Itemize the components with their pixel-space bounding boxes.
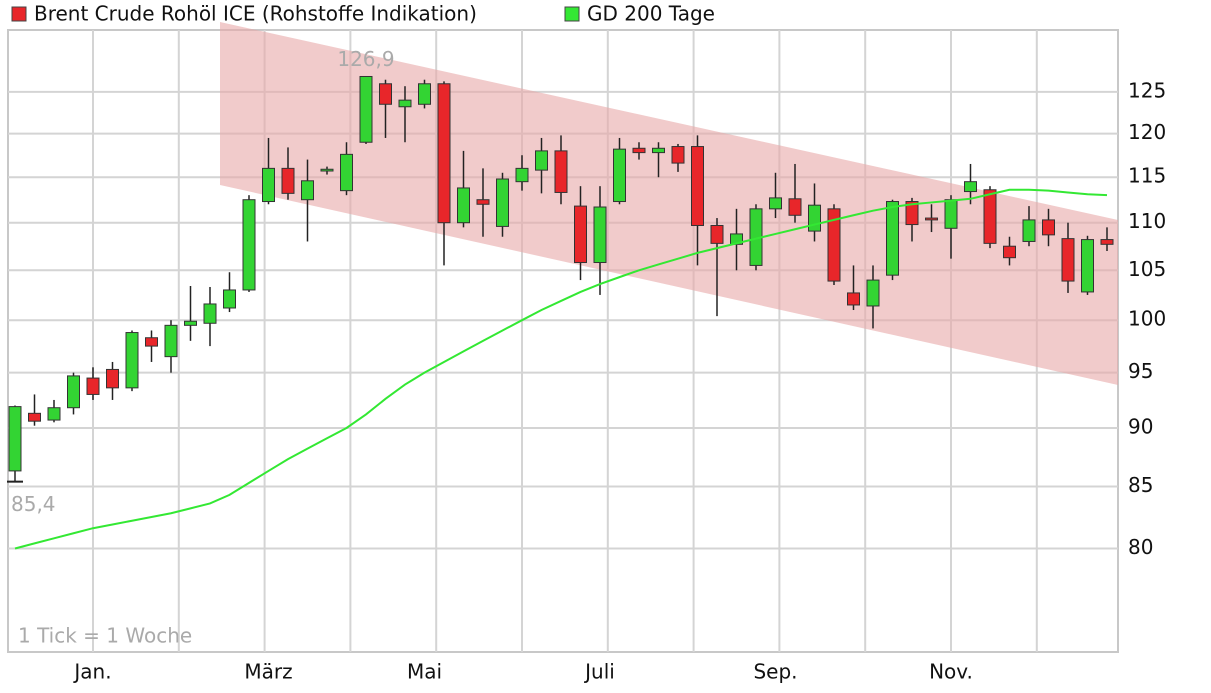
candle-body (379, 83, 392, 105)
legend-swatch (564, 6, 580, 22)
candle-body (652, 147, 665, 154)
candle-body (691, 146, 704, 226)
candle-body (184, 320, 197, 326)
candle-body (398, 99, 412, 108)
candle-body (223, 289, 236, 309)
candle-body (925, 217, 938, 221)
candle-body (866, 279, 880, 307)
candle-body (671, 146, 685, 164)
y-tick-label: 85 (1128, 473, 1153, 497)
candle-body (905, 201, 919, 226)
annotation: 126,9 (337, 47, 394, 71)
candle-body (847, 292, 860, 306)
candle-body (1022, 219, 1036, 242)
legend-swatch (11, 6, 27, 22)
candle-body (496, 178, 509, 227)
candle-body (769, 197, 782, 210)
candle-body (1061, 238, 1075, 282)
candle-body (28, 412, 41, 422)
candle-body (1100, 239, 1114, 245)
candle-body (86, 377, 100, 395)
candle-body (437, 83, 451, 224)
candle-body (827, 208, 841, 282)
x-tick-label: Sep. (753, 660, 797, 684)
candle-body (418, 83, 431, 105)
candle-body (593, 206, 607, 264)
annotation: 1 Tick = 1 Woche (18, 624, 192, 648)
candle-body (242, 199, 256, 291)
legend-label: Brent Crude Rohöl ICE (Rohstoffe Indikat… (34, 2, 477, 26)
candle-body (320, 168, 334, 172)
candle-body (554, 150, 568, 193)
x-tick-label: Nov. (929, 660, 973, 684)
x-tick-label: Jan. (72, 660, 111, 684)
y-tick-label: 105 (1128, 257, 1166, 281)
y-tick-label: 90 (1128, 414, 1153, 438)
y-tick-label: 80 (1128, 535, 1153, 559)
candle-body (8, 406, 22, 472)
candle-body (203, 303, 217, 324)
y-tick-label: 100 (1128, 307, 1166, 331)
candle-body (1042, 219, 1055, 236)
candle-body (340, 153, 353, 192)
annotation: 85,4 (11, 492, 56, 516)
x-tick-label: Mai (407, 660, 442, 684)
candle-body (457, 187, 470, 224)
candle-body (281, 167, 295, 194)
legend-label: GD 200 Tage (587, 2, 715, 26)
candle-body (125, 332, 139, 389)
candle-body (476, 199, 490, 205)
x-tick-label: März (244, 660, 292, 684)
candle-body (788, 198, 802, 216)
y-tick-label: 115 (1128, 164, 1166, 188)
candle-body (515, 167, 529, 183)
candle-body (164, 324, 178, 358)
candle-body (710, 224, 724, 244)
candle-body (1081, 239, 1094, 293)
marks (7, 75, 1114, 550)
y-tick-label: 110 (1128, 209, 1166, 233)
candle-body (301, 180, 314, 201)
candle-body (47, 407, 61, 421)
candle-body (359, 75, 373, 143)
candle-body (145, 337, 158, 347)
y-tick-label: 120 (1128, 120, 1166, 144)
candle-body (983, 189, 997, 244)
candle-body (632, 147, 646, 154)
x-tick-label: Juli (583, 660, 615, 684)
candle-body (67, 375, 80, 409)
ma-line (14, 188, 1108, 550)
candle-body (1003, 245, 1016, 259)
candle-body (944, 199, 958, 229)
y-tick-label: 125 (1128, 78, 1166, 102)
candle-body (808, 204, 821, 232)
candle-body (613, 148, 626, 203)
candle-body (535, 150, 548, 171)
candle-body (886, 201, 899, 276)
y-tick-label: 95 (1128, 359, 1153, 383)
candle-body (574, 205, 587, 264)
candle-body (964, 181, 977, 193)
candle-body (262, 167, 275, 203)
candle-body (106, 368, 119, 389)
